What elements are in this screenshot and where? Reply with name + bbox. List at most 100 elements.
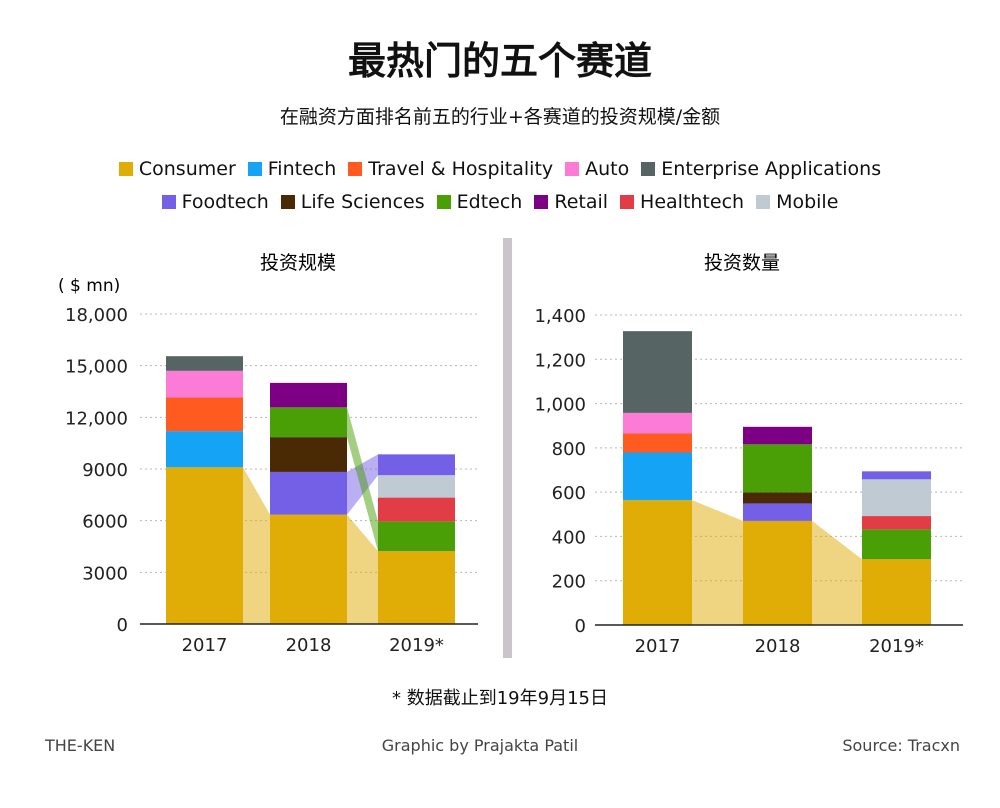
footnote: * 数据截止到19年9月15日	[392, 688, 608, 709]
legend-label: Healthtech	[640, 191, 745, 213]
y-tick-label: 1,400	[534, 306, 586, 327]
bar-segment	[166, 356, 243, 371]
bar-segment	[743, 503, 812, 521]
legend-swatch	[348, 162, 363, 176]
bar-segment	[623, 500, 692, 625]
bar-segment	[270, 382, 347, 408]
x-tick-label: 2019*	[389, 635, 444, 656]
bar-segment	[378, 475, 455, 498]
x-tick-label: 2017	[635, 636, 681, 657]
y-tick-label: 18,000	[65, 305, 128, 326]
bar-segment	[270, 437, 347, 472]
bar-segment	[270, 471, 347, 515]
y-tick-label: 400	[552, 527, 586, 548]
y-tick-label: 9000	[82, 460, 128, 481]
legend-label: Travel & Hospitality	[368, 158, 554, 180]
x-tick-label: 2017	[182, 635, 228, 656]
legend-swatch	[118, 162, 133, 176]
footer-source: Source: Tracxn	[842, 736, 960, 755]
bar-segment	[623, 412, 692, 434]
legend-row-1: Consumer Fintech Travel & Hospitality Auto E…	[0, 158, 1000, 181]
x-tick-label: 2018	[286, 635, 332, 656]
legend-label: Enterprise Applications	[661, 158, 882, 180]
connector-ribbon	[243, 467, 270, 624]
bar-segment	[623, 452, 692, 501]
chart-subtitle: 在融资方面排名前五的行业+各赛道的投资规模/金额	[279, 106, 721, 128]
bar-segment	[743, 444, 812, 493]
connector-ribbon	[347, 514, 378, 624]
left-y-axis-label: ( $ mn)	[58, 276, 120, 296]
bar-segment	[743, 426, 812, 445]
bar-segment	[378, 497, 455, 522]
left-chart-title: 投资规模	[260, 252, 336, 274]
x-tick-label: 2019*	[869, 636, 924, 657]
y-tick-label: 12,000	[65, 408, 128, 429]
bar-segment	[378, 551, 455, 624]
legend-item: Healthtech	[620, 191, 744, 213]
legend-swatch	[280, 195, 295, 209]
legend-swatch	[161, 195, 176, 209]
y-tick-label: 800	[552, 439, 586, 460]
legend-label: Edtech	[456, 191, 523, 213]
legend-item: Consumer	[118, 158, 236, 180]
left-chart: 0 3000 6000 9000 12,000 15,000 18,000 2017 2018 2…	[65, 305, 478, 656]
legend-swatch	[247, 162, 262, 176]
legend-item: Foodtech	[161, 191, 269, 213]
bar-segment	[270, 407, 347, 438]
right-chart-title: 投资数量	[704, 252, 780, 274]
legend-row-2: Foodtech Life Sciences Edtech Retail Healtht…	[0, 191, 1000, 214]
right-chart: 0 200 400 600 800 1,000 1,200 1,400 2017 2018 2019…	[534, 306, 963, 657]
footer-brand: THE-KEN	[45, 736, 116, 755]
bar-segment	[623, 331, 692, 413]
legend-label: Foodtech	[181, 191, 269, 213]
connector-ribbon	[692, 500, 743, 625]
legend-item: Fintech	[247, 158, 337, 180]
y-tick-label: 1,200	[534, 350, 586, 371]
legend-item: Retail	[534, 191, 608, 213]
y-tick-label: 0	[575, 616, 586, 637]
bar-segment	[862, 529, 931, 560]
y-tick-label: 600	[552, 483, 586, 504]
y-tick-label: 0	[117, 615, 128, 636]
legend-label: Auto	[585, 158, 630, 180]
bar-segment	[862, 559, 931, 625]
bar-segment	[166, 431, 243, 468]
y-tick-label: 1,000	[534, 395, 586, 416]
y-tick-label: 15,000	[65, 357, 128, 378]
legend-swatch	[436, 195, 451, 209]
bar-segment	[743, 520, 812, 625]
y-tick-label: 3000	[82, 563, 128, 584]
footer-credit: Graphic by Prajakta Patil	[381, 736, 579, 755]
legend-item: Life Sciences	[280, 191, 425, 213]
legend-label: Life Sciences	[300, 191, 425, 213]
bar-segment	[166, 467, 243, 624]
bar-segment	[378, 454, 455, 476]
bar-segment	[862, 516, 931, 530]
bar-segment	[270, 514, 347, 624]
bar-segment	[166, 370, 243, 398]
bar-segment	[623, 433, 692, 453]
legend-swatch	[756, 195, 771, 209]
y-tick-label: 200	[552, 572, 586, 593]
legend-item: Enterprise Applications	[641, 158, 881, 180]
legend-label: Consumer	[138, 158, 236, 180]
bar-segment	[378, 521, 455, 552]
y-tick-label: 6000	[82, 512, 128, 533]
connector-ribbon	[812, 520, 862, 625]
legend-label: Fintech	[267, 158, 337, 180]
panel-divider	[503, 238, 512, 658]
legend-swatch	[620, 195, 635, 209]
legend-swatch	[565, 162, 580, 176]
bar-segment	[743, 492, 812, 504]
x-tick-label: 2018	[755, 636, 801, 657]
legend-item: Mobile	[756, 191, 838, 213]
legend-item: Auto	[565, 158, 629, 180]
legend-item: Travel & Hospitality	[348, 158, 553, 180]
chart-title: 最热门的五个赛道	[347, 39, 652, 83]
legend-label: Mobile	[776, 191, 839, 213]
bar-segment	[862, 471, 931, 480]
legend-item: Edtech	[436, 191, 523, 213]
bar-segment	[862, 479, 931, 517]
bar-segment	[166, 397, 243, 432]
